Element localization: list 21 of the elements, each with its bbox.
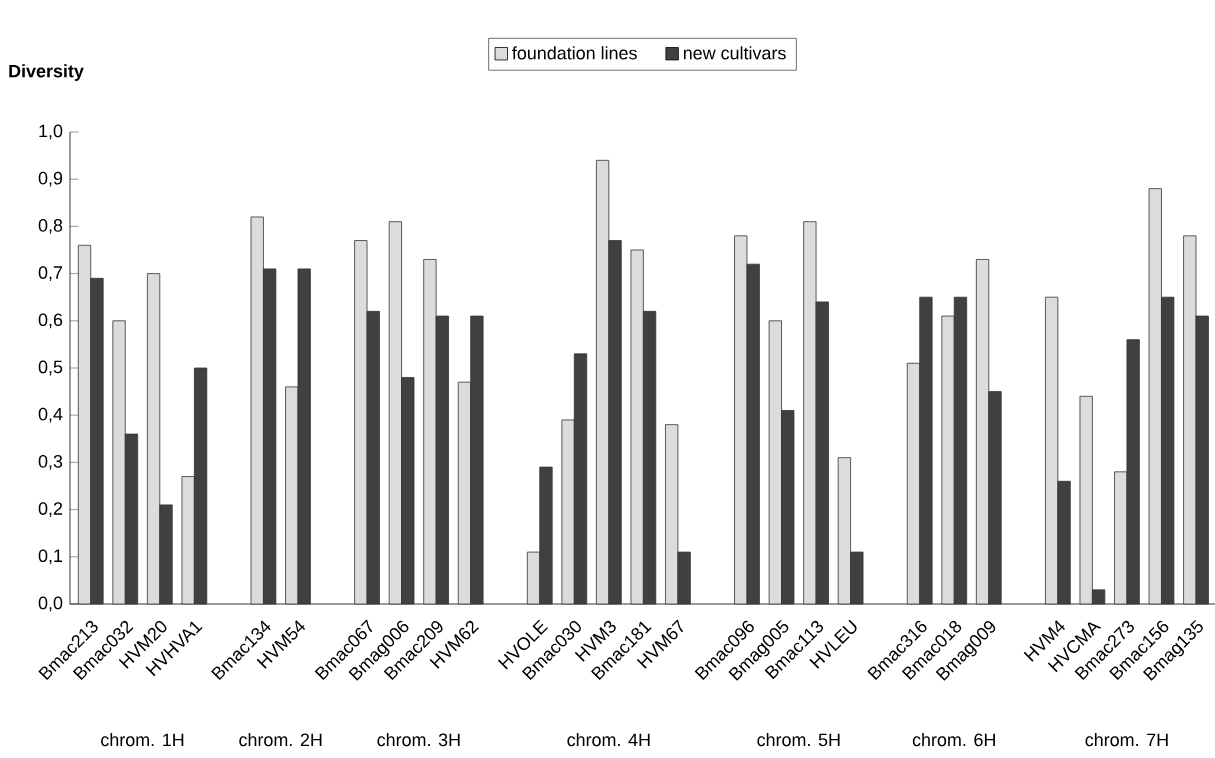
y-tick-label: 0,3 — [38, 454, 63, 470]
legend-label: new cultivars — [683, 46, 786, 60]
text: chrom. 4H — [567, 733, 650, 747]
y-tick-label: 0,5 — [38, 360, 63, 376]
y-tick-label: 1,0 — [39, 124, 63, 140]
legend-label: foundation lines — [512, 46, 637, 60]
text: chrom. 7H — [1085, 733, 1168, 747]
text: chrom. 3H — [377, 733, 460, 747]
text: chrom. 5H — [757, 733, 840, 747]
y-tick-label: 0,7 — [38, 266, 63, 281]
text: chrom. 2H — [239, 733, 322, 747]
y-axis-title: Diversity — [9, 64, 84, 81]
text: chrom. 6H — [912, 733, 995, 747]
y-tick-label: 0,4 — [38, 407, 63, 423]
y-tick-label: 0,1 — [38, 549, 63, 565]
y-tick-label: 0,9 — [38, 171, 63, 187]
y-tick-label: 0,0 — [38, 596, 63, 612]
text: chrom. 1H — [101, 733, 184, 747]
y-tick-label: 0,2 — [38, 502, 63, 517]
y-tick-label: 0,6 — [38, 313, 63, 329]
y-tick-label: 0,8 — [38, 218, 63, 234]
